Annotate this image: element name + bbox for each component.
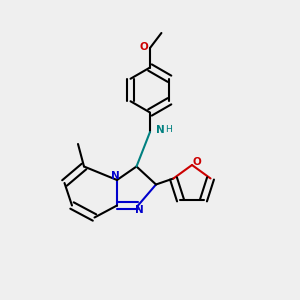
- Text: N: N: [135, 205, 144, 215]
- Text: H: H: [165, 125, 172, 134]
- Text: O: O: [192, 157, 201, 167]
- Text: N: N: [111, 171, 120, 182]
- Text: N: N: [156, 124, 165, 135]
- Text: O: O: [140, 41, 148, 52]
